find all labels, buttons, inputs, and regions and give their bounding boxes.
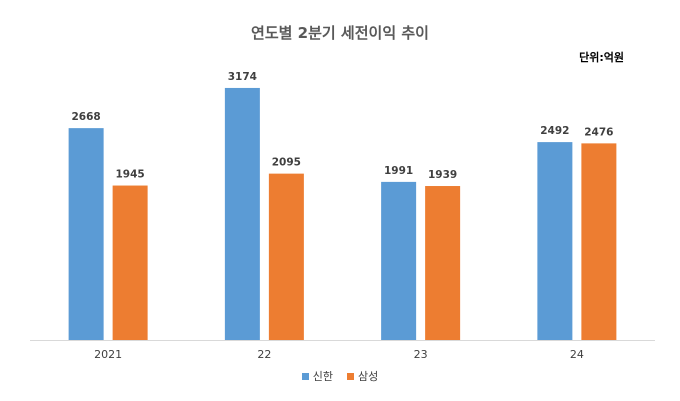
unit-note: 단위:억원 <box>579 51 624 64</box>
legend: 신한 삼성 <box>0 368 680 384</box>
data-label-2-2: 2095 <box>272 157 301 169</box>
data-label-1-2: 3174 <box>228 71 257 83</box>
bar-1-4 <box>537 142 573 340</box>
bar-2-2 <box>268 173 304 340</box>
data-label-1-4: 2492 <box>540 125 569 137</box>
x-tick-label-4: 24 <box>570 348 584 361</box>
legend-swatch-series-1 <box>301 372 309 380</box>
chart-title: 연도별 2분기 세전이익 추이 <box>251 24 429 42</box>
bar-1-1 <box>68 128 104 340</box>
x-tick-label-3: 23 <box>414 348 428 361</box>
data-label-2-3: 1939 <box>428 169 457 181</box>
data-label-1-1: 2668 <box>72 111 101 123</box>
legend-label-series-2: 삼성 <box>358 370 379 383</box>
legend-swatch-series-2 <box>347 372 354 380</box>
bar-1-3 <box>381 181 417 340</box>
legend-label-series-1: 신한 <box>312 370 333 383</box>
x-tick-label-2: 22 <box>257 348 271 361</box>
data-label-1-3: 1991 <box>384 165 413 177</box>
bar-1-2 <box>224 87 260 341</box>
bar-2-1 <box>112 185 148 340</box>
data-label-2-4: 2476 <box>584 126 613 138</box>
data-label-2-1: 1945 <box>116 169 145 181</box>
legend-item-series-2: 삼성 <box>347 368 378 384</box>
bar-2-4 <box>581 143 617 340</box>
legend-item-series-1: 신한 <box>301 368 333 384</box>
bar-2-3 <box>425 186 461 340</box>
x-tick-label-1: 2021 <box>94 348 122 361</box>
